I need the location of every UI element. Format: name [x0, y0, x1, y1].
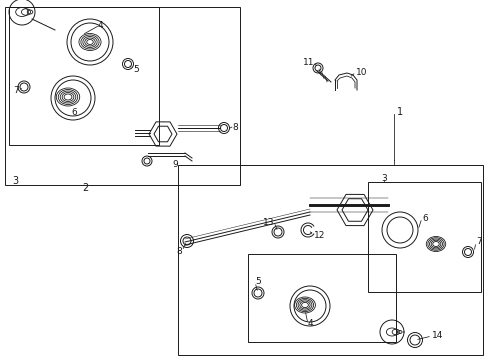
Text: 3: 3 [380, 174, 386, 183]
Text: 5: 5 [254, 278, 260, 287]
Text: 7: 7 [13, 86, 19, 95]
Bar [367, 182, 480, 292]
Bar [247, 254, 395, 342]
Text: 4: 4 [307, 320, 313, 328]
Text: 2: 2 [81, 183, 88, 193]
Text: 12: 12 [313, 230, 325, 239]
Text: 8: 8 [231, 122, 237, 131]
Text: 11: 11 [302, 58, 313, 67]
Text: 3: 3 [12, 176, 18, 186]
Text: 6: 6 [71, 108, 77, 117]
Text: 10: 10 [355, 68, 367, 77]
Bar [5, 7, 240, 185]
Bar [9, 7, 159, 145]
Text: 14: 14 [431, 332, 443, 341]
Text: 9: 9 [172, 159, 178, 168]
Text: 8: 8 [176, 247, 182, 256]
Text: 13: 13 [262, 217, 273, 226]
Text: 5: 5 [133, 64, 139, 73]
Text: 1: 1 [396, 107, 402, 117]
Text: 7: 7 [475, 238, 481, 247]
Text: 4: 4 [97, 21, 102, 30]
Bar [178, 165, 482, 355]
Text: 6: 6 [421, 213, 427, 222]
